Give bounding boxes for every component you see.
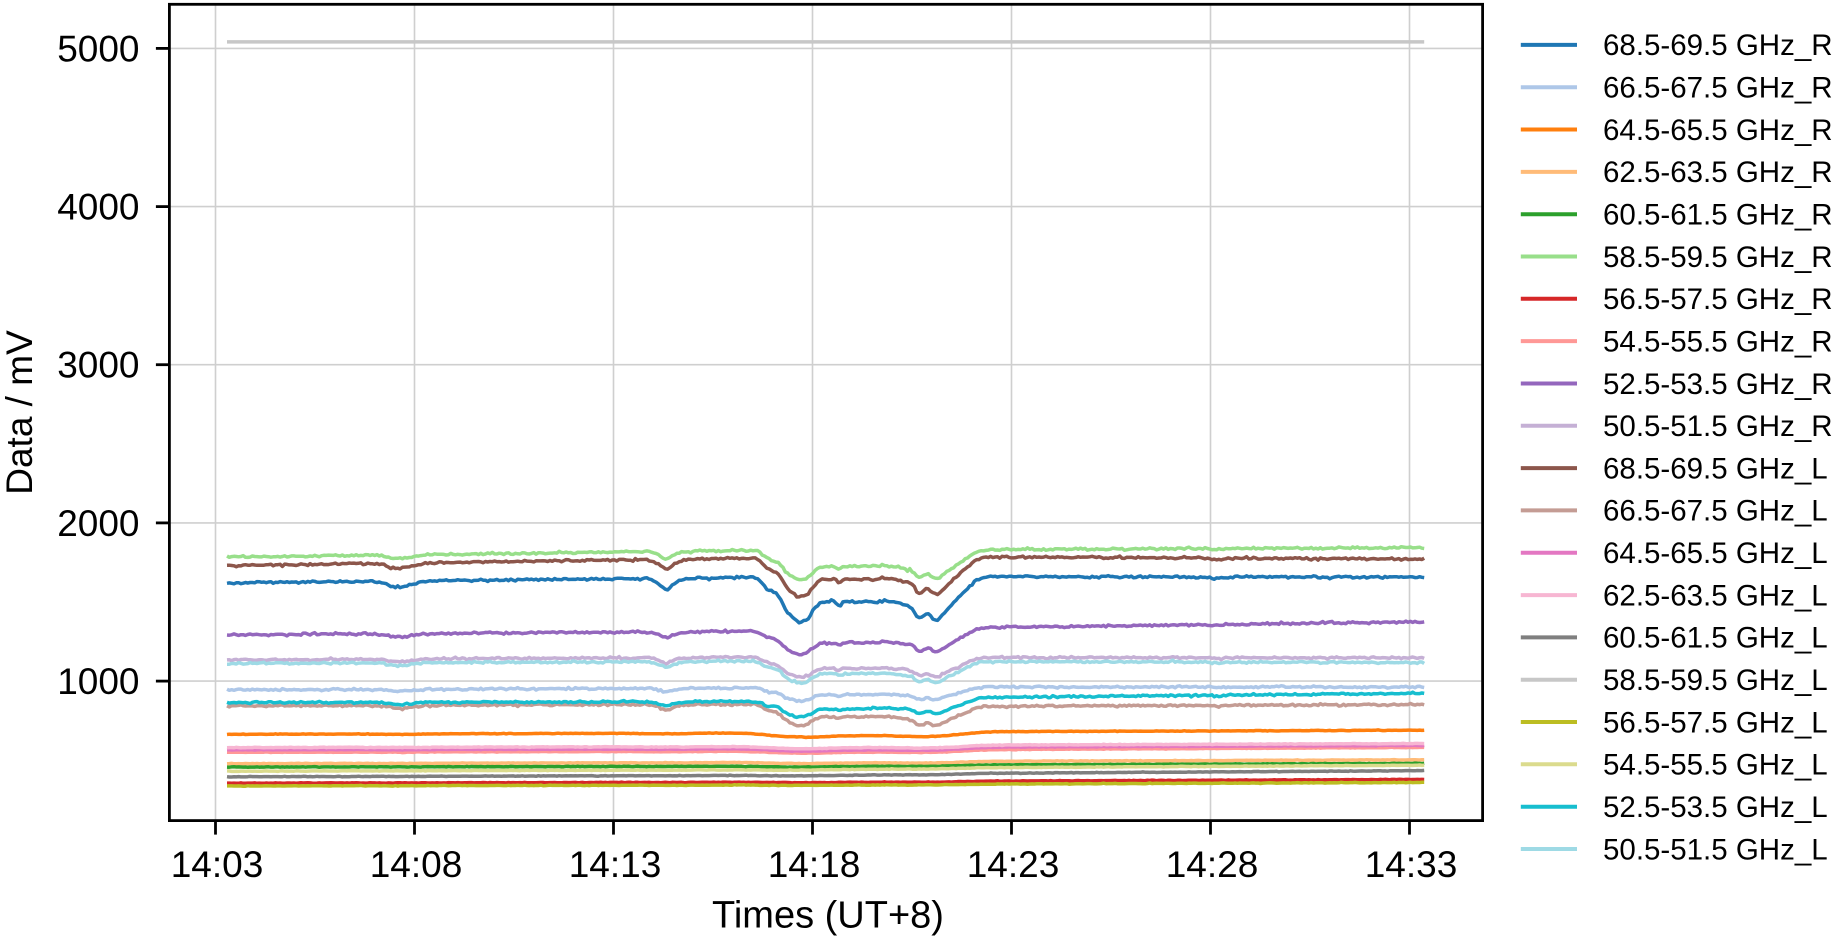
svg-text:54.5-55.5 GHz_R: 54.5-55.5 GHz_R <box>1603 325 1833 358</box>
svg-text:58.5-59.5 GHz_L: 58.5-59.5 GHz_L <box>1603 664 1828 697</box>
svg-text:68.5-69.5 GHz_L: 68.5-69.5 GHz_L <box>1603 452 1828 485</box>
svg-text:52.5-53.5 GHz_R: 52.5-53.5 GHz_R <box>1603 368 1833 401</box>
svg-text:14:28: 14:28 <box>1166 844 1259 885</box>
svg-text:56.5-57.5 GHz_L: 56.5-57.5 GHz_L <box>1603 706 1828 739</box>
svg-text:54.5-55.5 GHz_L: 54.5-55.5 GHz_L <box>1603 749 1828 782</box>
svg-text:2000: 2000 <box>57 503 139 544</box>
svg-text:66.5-67.5 GHz_R: 66.5-67.5 GHz_R <box>1603 72 1833 105</box>
svg-text:60.5-61.5 GHz_L: 60.5-61.5 GHz_L <box>1603 622 1828 655</box>
svg-text:Data / mV: Data / mV <box>0 330 40 495</box>
svg-text:50.5-51.5 GHz_L: 50.5-51.5 GHz_L <box>1603 833 1828 866</box>
svg-text:Times (UT+8): Times (UT+8) <box>712 895 944 937</box>
svg-text:4000: 4000 <box>57 187 139 228</box>
svg-text:3000: 3000 <box>57 345 139 386</box>
svg-text:64.5-65.5 GHz_L: 64.5-65.5 GHz_L <box>1603 537 1828 570</box>
svg-text:68.5-69.5 GHz_R: 68.5-69.5 GHz_R <box>1603 29 1833 62</box>
svg-text:60.5-61.5 GHz_R: 60.5-61.5 GHz_R <box>1603 199 1833 232</box>
svg-text:14:13: 14:13 <box>569 844 662 885</box>
svg-text:1000: 1000 <box>57 661 139 702</box>
svg-text:14:03: 14:03 <box>171 844 264 885</box>
svg-text:14:18: 14:18 <box>768 844 861 885</box>
svg-text:56.5-57.5 GHz_R: 56.5-57.5 GHz_R <box>1603 283 1833 316</box>
svg-text:14:33: 14:33 <box>1365 844 1458 885</box>
svg-text:50.5-51.5 GHz_R: 50.5-51.5 GHz_R <box>1603 410 1833 443</box>
svg-text:62.5-63.5 GHz_R: 62.5-63.5 GHz_R <box>1603 156 1833 189</box>
svg-text:62.5-63.5 GHz_L: 62.5-63.5 GHz_L <box>1603 579 1828 612</box>
svg-text:66.5-67.5 GHz_L: 66.5-67.5 GHz_L <box>1603 495 1828 528</box>
svg-text:64.5-65.5 GHz_R: 64.5-65.5 GHz_R <box>1603 114 1833 147</box>
svg-text:14:08: 14:08 <box>370 844 463 885</box>
svg-text:14:23: 14:23 <box>967 844 1060 885</box>
svg-text:52.5-53.5 GHz_L: 52.5-53.5 GHz_L <box>1603 791 1828 824</box>
svg-text:58.5-59.5 GHz_R: 58.5-59.5 GHz_R <box>1603 241 1833 274</box>
svg-text:5000: 5000 <box>57 28 139 69</box>
